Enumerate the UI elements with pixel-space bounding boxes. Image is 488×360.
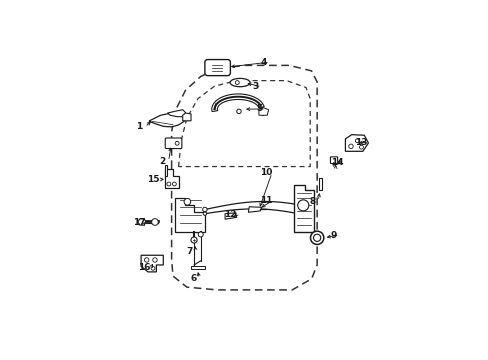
FancyBboxPatch shape — [204, 59, 230, 76]
Text: 16: 16 — [138, 263, 151, 272]
Polygon shape — [259, 108, 268, 115]
Polygon shape — [293, 185, 313, 232]
Circle shape — [198, 232, 203, 237]
Circle shape — [359, 145, 363, 149]
Circle shape — [166, 182, 170, 186]
Circle shape — [183, 198, 190, 205]
Text: 4: 4 — [260, 58, 266, 67]
Circle shape — [310, 231, 323, 244]
Circle shape — [348, 144, 352, 149]
Circle shape — [202, 207, 207, 212]
Polygon shape — [141, 255, 163, 272]
Circle shape — [151, 266, 155, 270]
Circle shape — [144, 258, 148, 262]
Text: 5: 5 — [256, 104, 263, 113]
Text: 10: 10 — [259, 168, 271, 177]
Polygon shape — [191, 266, 204, 269]
Circle shape — [297, 200, 308, 211]
Text: 15: 15 — [146, 175, 159, 184]
Circle shape — [152, 258, 157, 262]
Text: 11: 11 — [260, 196, 272, 205]
Circle shape — [236, 109, 241, 114]
Polygon shape — [183, 113, 191, 121]
Polygon shape — [164, 169, 178, 188]
Polygon shape — [345, 135, 367, 151]
Text: 17: 17 — [133, 218, 145, 227]
Text: 12: 12 — [224, 210, 236, 219]
Polygon shape — [149, 113, 185, 127]
Circle shape — [355, 139, 359, 143]
Polygon shape — [224, 213, 236, 219]
FancyBboxPatch shape — [330, 157, 337, 163]
Polygon shape — [248, 207, 261, 212]
Circle shape — [235, 81, 239, 85]
Circle shape — [191, 237, 197, 243]
Text: 3: 3 — [252, 82, 258, 91]
Text: 13: 13 — [354, 138, 367, 147]
Polygon shape — [211, 94, 264, 112]
Ellipse shape — [230, 78, 249, 87]
Circle shape — [172, 182, 176, 186]
Text: 14: 14 — [330, 158, 343, 167]
FancyBboxPatch shape — [165, 138, 182, 149]
Text: 6: 6 — [190, 274, 196, 283]
Polygon shape — [164, 165, 167, 176]
Text: 1: 1 — [136, 122, 142, 131]
Text: 7: 7 — [186, 247, 192, 256]
Polygon shape — [138, 219, 146, 225]
Polygon shape — [167, 110, 185, 117]
Circle shape — [151, 219, 158, 225]
Circle shape — [313, 234, 320, 242]
Circle shape — [175, 141, 179, 145]
Polygon shape — [175, 198, 204, 232]
Text: 2: 2 — [159, 157, 165, 166]
Text: 8: 8 — [308, 197, 315, 206]
Text: 9: 9 — [329, 230, 336, 239]
Bar — [319, 177, 322, 190]
Circle shape — [203, 212, 206, 215]
